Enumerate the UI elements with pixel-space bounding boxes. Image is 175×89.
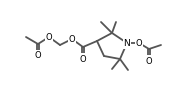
Text: O: O bbox=[46, 32, 52, 41]
Text: O: O bbox=[35, 52, 41, 61]
Text: O: O bbox=[136, 39, 142, 48]
Text: N: N bbox=[124, 39, 130, 48]
Text: O: O bbox=[146, 57, 152, 66]
Text: O: O bbox=[69, 35, 75, 44]
Text: O: O bbox=[80, 54, 86, 63]
